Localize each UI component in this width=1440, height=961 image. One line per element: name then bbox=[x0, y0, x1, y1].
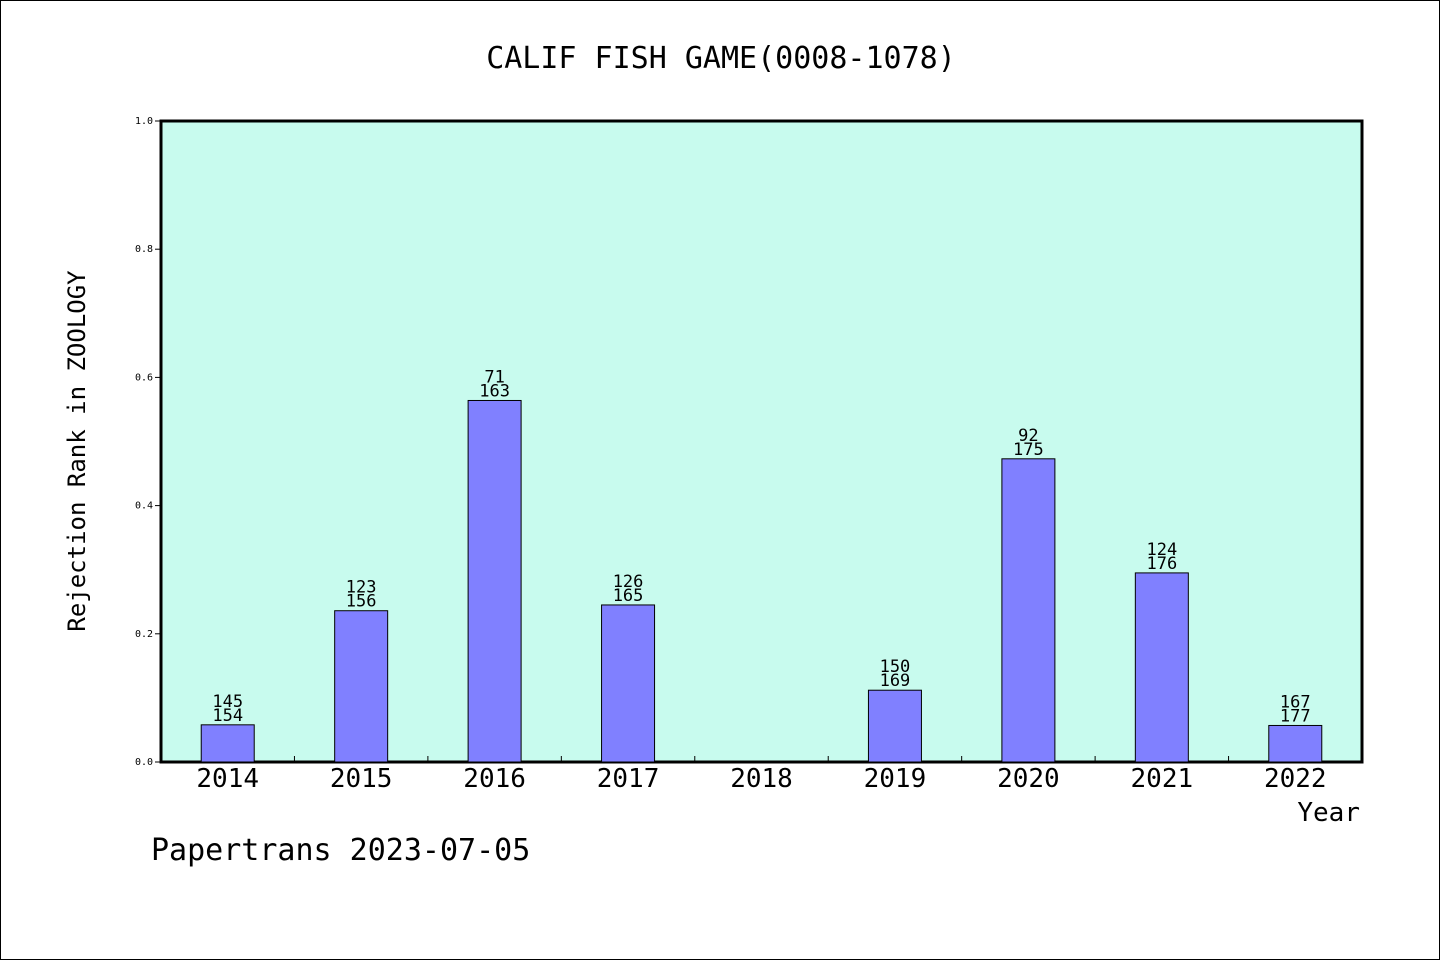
x-tick-label: 2021 bbox=[1131, 764, 1194, 794]
bar-label-bottom: 169 bbox=[880, 671, 911, 691]
bar-label-bottom: 156 bbox=[346, 592, 377, 612]
x-tick-label: 2020 bbox=[997, 764, 1060, 794]
x-tick-label: 2018 bbox=[730, 764, 793, 794]
bar-label-top: 150 bbox=[880, 657, 911, 677]
bar-2014 bbox=[200, 724, 255, 763]
bar-2021 bbox=[1134, 572, 1189, 763]
bar-2016 bbox=[467, 399, 522, 763]
bar-label-bottom: 165 bbox=[613, 586, 644, 606]
bar-2022 bbox=[1268, 724, 1323, 763]
footer-note: Papertrans 2023-07-05 bbox=[151, 833, 531, 868]
y-tick-label: 0.8 bbox=[135, 244, 153, 255]
bar-label-bottom: 154 bbox=[212, 706, 243, 726]
y-tick-label: 0.6 bbox=[135, 372, 153, 383]
chart-title: CALIF FISH GAME(0008-1078) bbox=[486, 41, 956, 76]
bar-label-bottom: 163 bbox=[479, 381, 510, 401]
bar-2020 bbox=[1001, 458, 1056, 763]
y-axis: 0.0 0.2 0.4 0.6 0.8 1.0 bbox=[135, 116, 161, 768]
bar-label-top: 71 bbox=[484, 367, 504, 387]
bar-label-bottom: 177 bbox=[1280, 706, 1311, 726]
x-tick-label: 2016 bbox=[463, 764, 526, 794]
y-tick-label: 0.2 bbox=[135, 629, 153, 640]
bar-label-bottom: 176 bbox=[1146, 554, 1177, 574]
x-tick-label: 2022 bbox=[1264, 764, 1327, 794]
bar-2019 bbox=[867, 689, 922, 763]
x-tick-label: 2015 bbox=[330, 764, 393, 794]
bar-label-top: 145 bbox=[212, 692, 243, 712]
bar-label-top: 124 bbox=[1146, 540, 1177, 560]
x-axis: 2014 2015 2016 2017 2018 2019 2020 2021 2022 bbox=[196, 756, 1327, 794]
bar-2015 bbox=[334, 610, 389, 763]
bar-label-top: 123 bbox=[346, 578, 377, 598]
y-tick-label: 1.0 bbox=[135, 116, 153, 127]
y-tick-label: 0.4 bbox=[135, 501, 153, 512]
bar-label-top: 126 bbox=[613, 572, 644, 592]
bar-label-bottom: 175 bbox=[1013, 440, 1044, 460]
bar-label-top: 92 bbox=[1018, 426, 1038, 446]
x-tick-label: 2014 bbox=[196, 764, 259, 794]
y-tick-label: 0.0 bbox=[135, 757, 153, 768]
x-tick-label: 2019 bbox=[864, 764, 927, 794]
y-axis-label: Rejection Rank in ZOOLOGY bbox=[63, 270, 91, 632]
x-tick-label: 2017 bbox=[597, 764, 660, 794]
x-axis-label: Year bbox=[1297, 798, 1360, 828]
bar-series bbox=[200, 399, 1323, 763]
bar-label-top: 167 bbox=[1280, 692, 1311, 712]
bar-2017 bbox=[601, 604, 656, 763]
